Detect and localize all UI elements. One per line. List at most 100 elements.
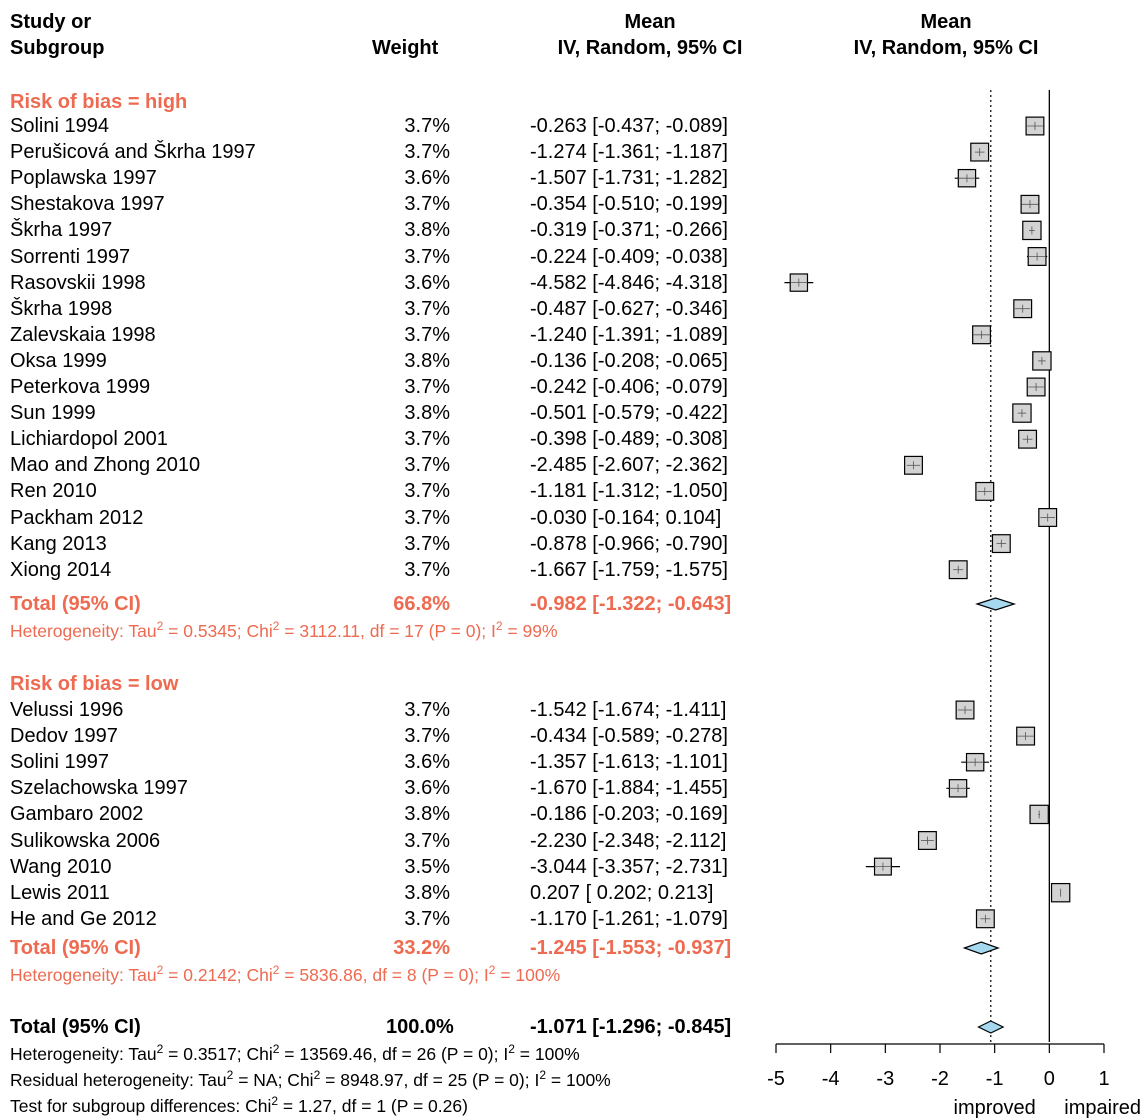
- study-name: Packham 2012: [10, 506, 144, 529]
- study-ci: -0.501 [-0.579; -0.422]: [530, 402, 728, 425]
- study-name: Škrha 1998: [10, 297, 113, 320]
- study-ci: -1.667 [-1.759; -1.575]: [530, 558, 728, 581]
- study-name: Szelachowska 1997: [10, 777, 188, 800]
- subgroup-title: Risk of bias = high: [10, 91, 188, 113]
- study-ci: -1.181 [-1.312; -1.050]: [530, 480, 728, 503]
- overall-total-ci: -1.071 [-1.296; -0.845]: [530, 1016, 732, 1038]
- study-weight: 3.8%: [404, 803, 450, 826]
- x-tick-label: 1: [1098, 1068, 1109, 1090]
- study-ci: -4.582 [-4.846; -4.318]: [530, 271, 728, 294]
- study-ci: -1.542 [-1.674; -1.411]: [530, 699, 727, 721]
- study-ci: -0.263 [-0.437; -0.089]: [530, 115, 728, 137]
- study-name: He and Ge 2012: [10, 907, 157, 930]
- study-name: Kang 2013: [10, 532, 107, 555]
- header-plot-line1: Mean: [920, 11, 972, 33]
- study-name: Sun 1999: [10, 402, 96, 425]
- study-name: Lewis 2011: [10, 881, 110, 904]
- subgroup-total-label: Total (95% CI): [10, 593, 141, 615]
- study-name: Shestakova 1997: [10, 193, 165, 216]
- study-ci: -0.398 [-0.489; -0.308]: [530, 428, 728, 451]
- study-ci: -0.136 [-0.208; -0.065]: [530, 349, 728, 372]
- study-weight: 3.7%: [404, 193, 450, 216]
- header-weight: Weight: [372, 37, 439, 59]
- x-tick-label: 0: [1044, 1068, 1055, 1090]
- x-tick-label: -2: [931, 1068, 949, 1090]
- overall-total-weight: 100.0%: [386, 1016, 454, 1038]
- study-ci: -3.044 [-3.357; -2.731]: [530, 855, 728, 878]
- study-ci: -1.507 [-1.731; -1.282]: [530, 167, 728, 190]
- study-weight: 3.7%: [404, 141, 450, 164]
- x-tick-label: -3: [876, 1068, 894, 1090]
- subgroup-total-weight: 33.2%: [393, 937, 450, 959]
- study-weight: 3.7%: [404, 454, 450, 477]
- study-name: Dedov 1997: [10, 725, 118, 748]
- study-ci: -0.319 [-0.371; -0.266]: [530, 219, 728, 242]
- study-name: Oksa 1999: [10, 349, 107, 372]
- study-ci: -1.274 [-1.361; -1.187]: [530, 141, 728, 164]
- study-weight: 3.7%: [404, 725, 450, 748]
- subgroup-total-ci: -0.982 [-1.322; -0.643]: [530, 593, 732, 615]
- study-name: Solini 1997: [10, 751, 109, 774]
- x-label-improved: improved: [954, 1097, 1036, 1119]
- overall-diamond: [977, 1020, 1005, 1034]
- header-study-line2: Subgroup: [10, 37, 105, 59]
- study-weight: 3.6%: [404, 271, 450, 294]
- study-weight: 3.7%: [404, 297, 450, 320]
- study-weight: 3.6%: [404, 777, 450, 800]
- study-weight: 3.7%: [404, 323, 450, 346]
- header-study-line1: Study or: [10, 11, 92, 33]
- study-weight: 3.8%: [404, 219, 450, 242]
- study-ci: -0.224 [-0.409; -0.038]: [530, 245, 728, 268]
- subgroup-heterogeneity: Heterogeneity: Tau2 = 0.5345; Chi2 = 311…: [10, 619, 558, 641]
- study-name: Mao and Zhong 2010: [10, 454, 201, 477]
- study-weight: 3.7%: [404, 829, 450, 852]
- study-weight: 3.7%: [404, 376, 450, 398]
- study-weight: 3.7%: [404, 907, 450, 930]
- study-weight: 3.7%: [404, 245, 450, 268]
- study-name: Zalevskaia 1998: [10, 323, 156, 346]
- study-weight: 3.8%: [404, 881, 450, 904]
- study-ci: -0.487 [-0.627; -0.346]: [530, 297, 728, 320]
- study-name: Wang 2010: [10, 855, 112, 878]
- study-name: Škrha 1997: [10, 219, 113, 242]
- residual-heterogeneity: Residual heterogeneity: Tau2 = NA; Chi2 …: [10, 1068, 611, 1090]
- header-ci-line2: IV, Random, 95% CI: [557, 37, 743, 59]
- study-ci: -0.434 [-0.589; -0.278]: [530, 725, 728, 748]
- study-name: Xiong 2014: [10, 558, 112, 581]
- subgroup-difference-test: Test for subgroup differences: Chi2 = 1.…: [10, 1094, 468, 1116]
- study-name: Peterkova 1999: [10, 376, 151, 398]
- subgroup-diamond: [962, 941, 1000, 955]
- study-weight: 3.7%: [404, 115, 450, 137]
- study-ci: -1.670 [-1.884; -1.455]: [530, 777, 728, 800]
- study-ci: 0.207 [ 0.202; 0.213]: [530, 881, 714, 904]
- study-name: Sulikowska 2006: [10, 829, 161, 852]
- x-tick-label: -4: [822, 1068, 840, 1090]
- study-weight: 3.6%: [404, 167, 450, 190]
- x-tick-label: -1: [986, 1068, 1004, 1090]
- study-weight: 3.7%: [404, 506, 450, 529]
- study-ci: -0.186 [-0.203; -0.169]: [530, 803, 728, 826]
- study-name: Perušicová and Škrha 1997: [10, 141, 256, 164]
- study-name: Velussi 1996: [10, 699, 124, 721]
- overall-total-label: Total (95% CI): [10, 1016, 141, 1038]
- subgroup-total-weight: 66.8%: [393, 593, 450, 615]
- study-weight: 3.6%: [404, 751, 450, 774]
- study-name: Gambaro 2002: [10, 803, 144, 826]
- study-name: Ren 2010: [10, 480, 97, 503]
- study-ci: -1.170 [-1.261; -1.079]: [530, 907, 728, 930]
- study-weight: 3.5%: [404, 855, 450, 878]
- study-name: Sorrenti 1997: [10, 245, 131, 268]
- study-name: Rasovskii 1998: [10, 271, 146, 294]
- study-weight: 3.7%: [404, 699, 450, 721]
- study-weight: 3.7%: [404, 428, 450, 451]
- study-ci: -1.357 [-1.613; -1.101]: [530, 751, 728, 774]
- study-weight: 3.7%: [404, 480, 450, 503]
- study-weight: 3.8%: [404, 349, 450, 372]
- subgroup-total-label: Total (95% CI): [10, 937, 141, 959]
- study-name: Poplawska 1997: [10, 167, 157, 190]
- overall-heterogeneity: Heterogeneity: Tau2 = 0.3517; Chi2 = 135…: [10, 1042, 580, 1064]
- header-ci-line1: Mean: [624, 11, 676, 33]
- study-ci: -0.030 [-0.164; 0.104]: [530, 506, 722, 529]
